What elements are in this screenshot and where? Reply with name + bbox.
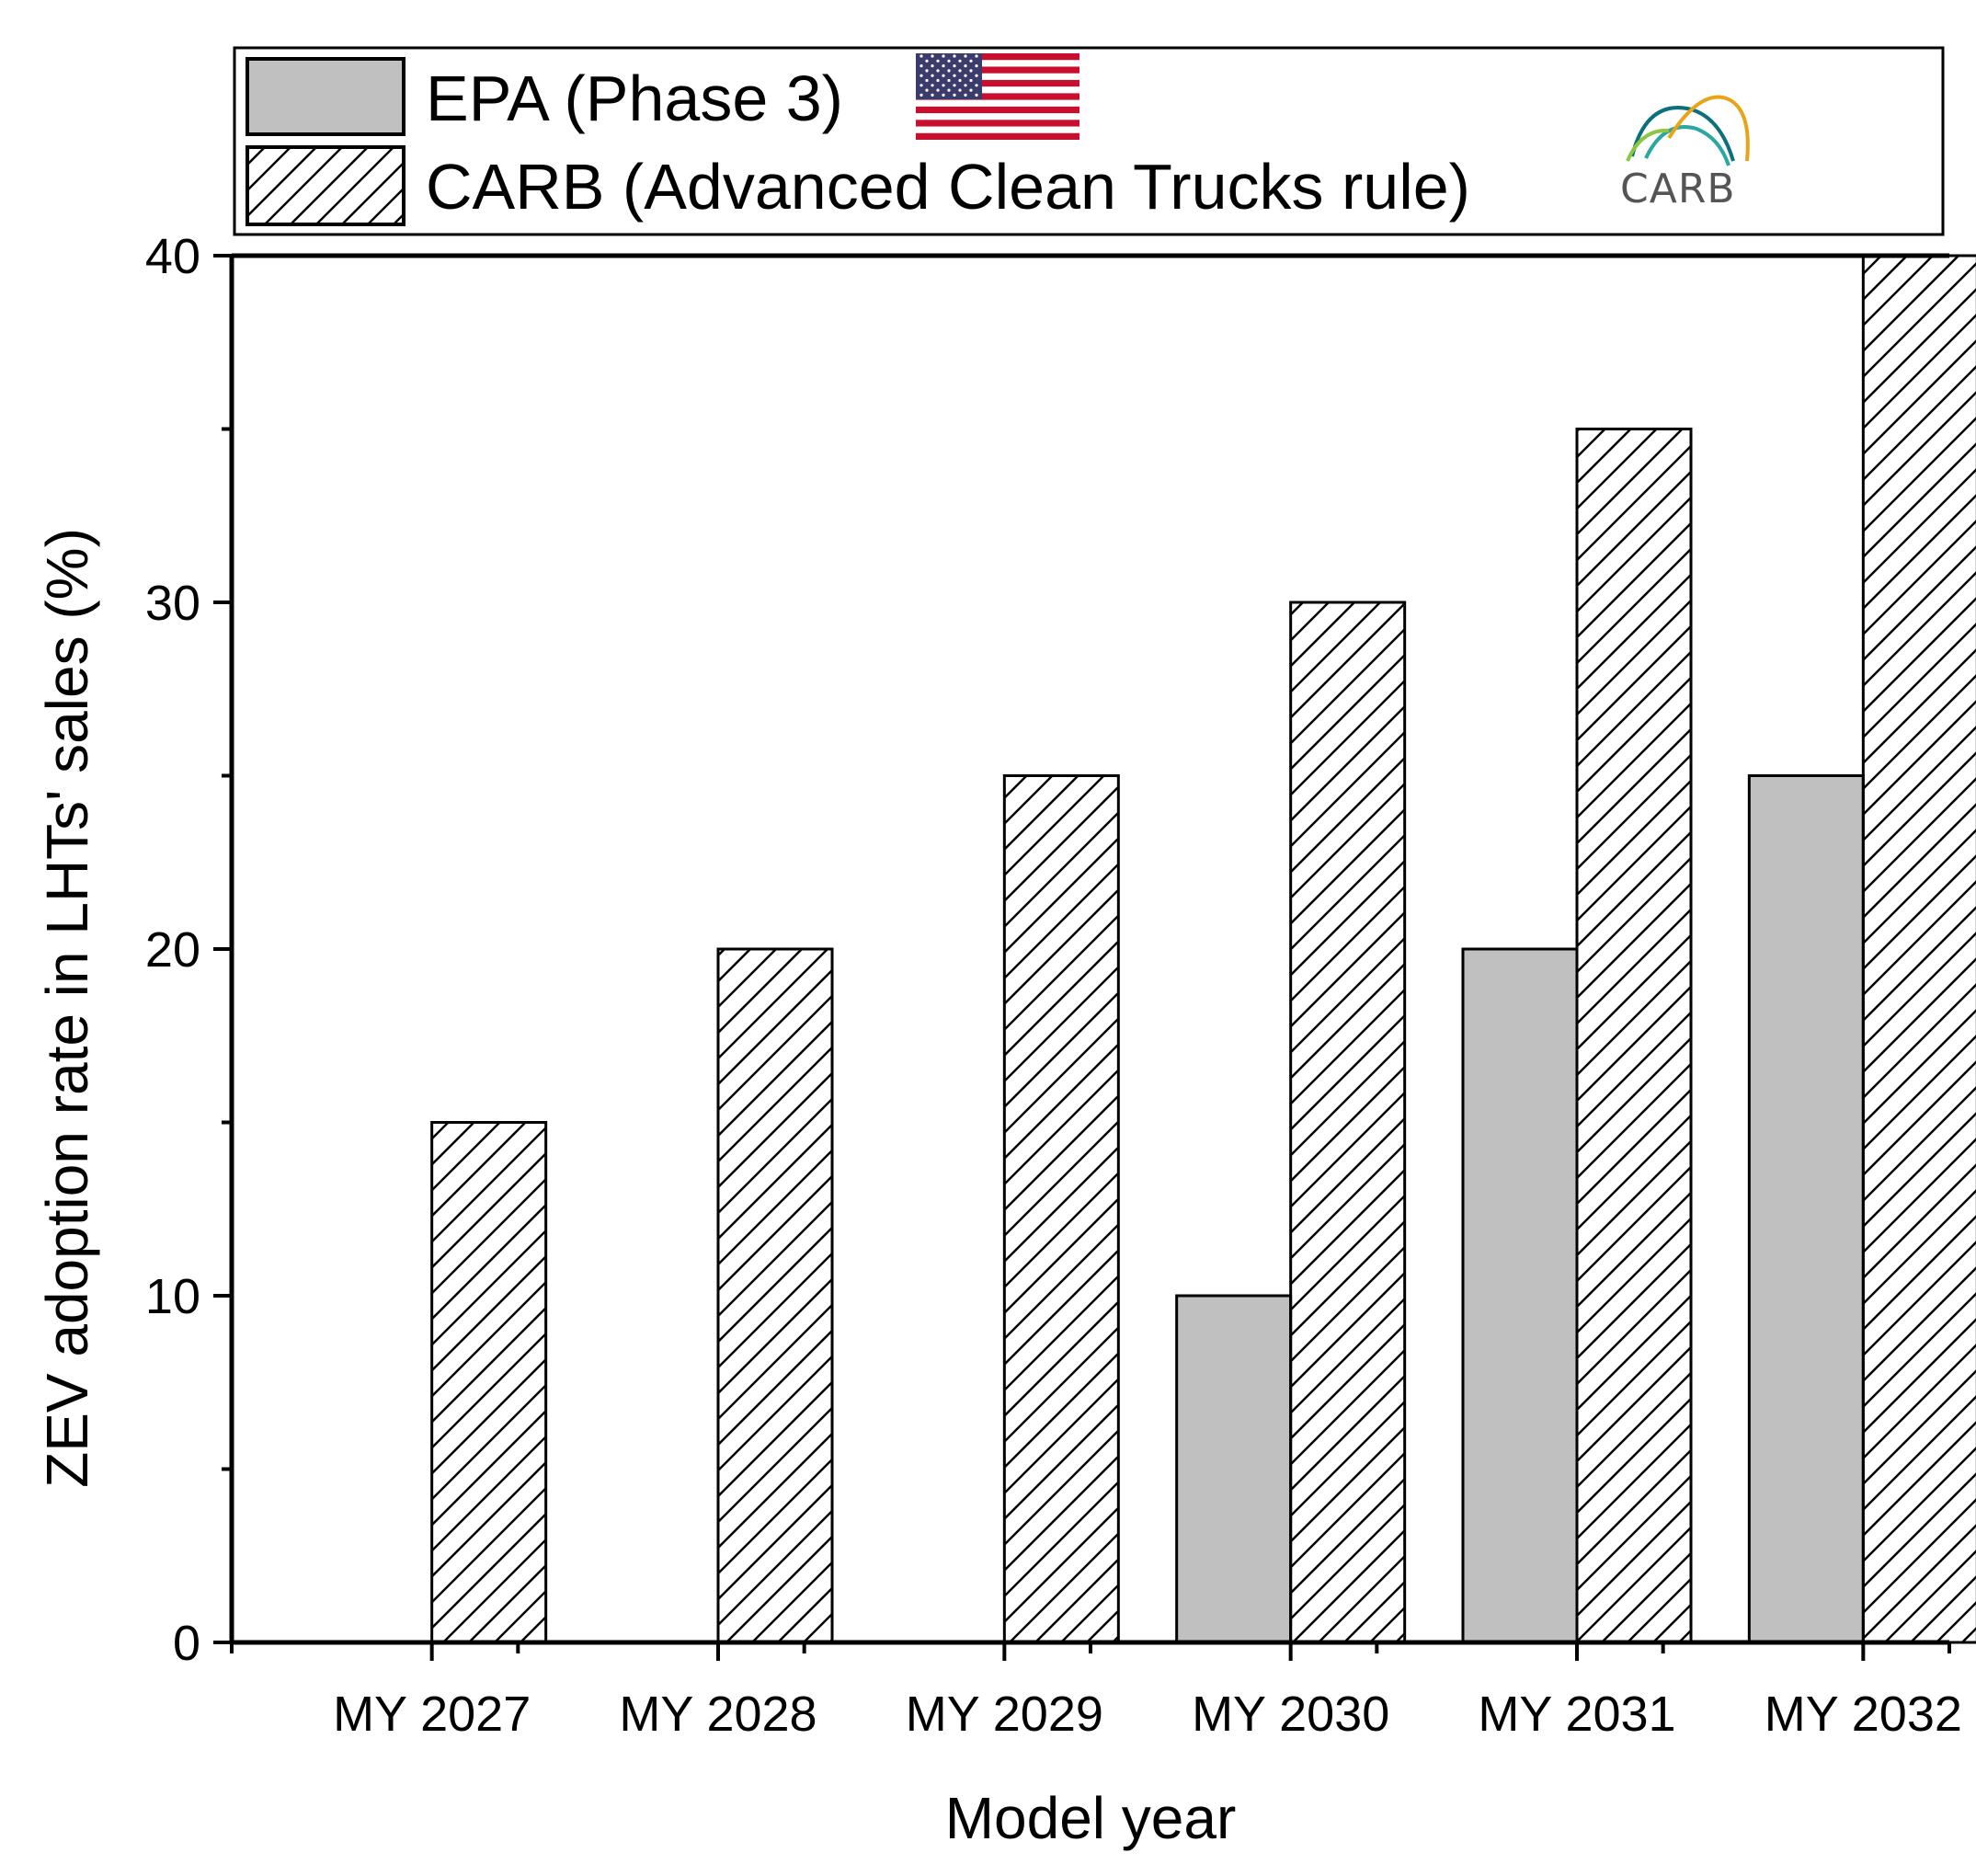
legend-label-epa: EPA (Phase 3) [426, 63, 843, 134]
carb-logo-text: CARB [1620, 166, 1736, 212]
bar-carb-my-2030 [1289, 601, 1407, 1644]
bar-epa-my-2031 [1461, 947, 1579, 1644]
y-tick-label: 20 [145, 922, 200, 978]
legend-label-carb: CARB (Advanced Clean Trucks rule) [426, 151, 1470, 223]
x-tick-label: MY 2028 [619, 1687, 817, 1742]
y-tick-label: 30 [145, 576, 200, 631]
bar-carb-my-2029 [1002, 774, 1120, 1644]
bar-epa-my-2030 [1175, 1294, 1293, 1644]
carb-logo-icon: CARB [1620, 95, 1750, 212]
bar-carb-my-2027 [430, 1121, 548, 1644]
x-axis-title: Model year [945, 1785, 1237, 1851]
legend-swatch-carb [246, 145, 405, 226]
x-tick-label: MY 2030 [1192, 1687, 1389, 1742]
legend-swatch-epa [246, 57, 405, 136]
y-tick-label: 0 [173, 1616, 200, 1671]
x-tick-label: MY 2032 [1765, 1687, 1962, 1742]
bar-carb-my-2032 [1861, 254, 1976, 1644]
x-tick-label: MY 2027 [333, 1687, 531, 1742]
y-axis-title: ZEV adoption rate in LHTs' sales (%) [34, 528, 100, 1488]
plot-area: 0 10 20 30 40 MY 2027 MY 2028 MY 2029 MY 2030 MY … [145, 229, 1976, 1742]
bar-carb-my-2031 [1575, 428, 1693, 1644]
legend: EPA (Phase 3) CARB (Advanced Clean Truck… [233, 46, 1945, 236]
us-flag-icon [916, 53, 1079, 140]
y-tick-label: 40 [145, 229, 200, 284]
bar-epa-my-2032 [1747, 774, 1865, 1644]
bar-carb-my-2028 [716, 947, 834, 1644]
x-tick-label: MY 2029 [906, 1687, 1103, 1742]
x-tick-label: MY 2031 [1478, 1687, 1675, 1742]
y-tick-label: 10 [145, 1269, 200, 1324]
